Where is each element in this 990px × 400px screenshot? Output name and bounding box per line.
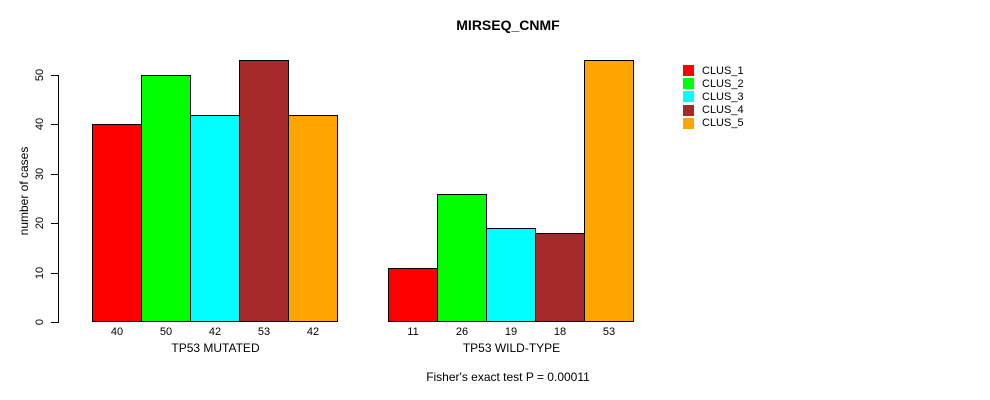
bar-value-label: 40 xyxy=(110,326,124,338)
legend: CLUS_1 CLUS_2 CLUS_3 CLUS_4 CLUS_5 xyxy=(683,64,744,130)
bar-clus_5-group2 xyxy=(584,60,634,322)
y-axis-tick xyxy=(51,322,58,323)
legend-label: CLUS_5 xyxy=(702,117,744,130)
bar-value-label: 19 xyxy=(504,326,518,338)
bar-value-label: 11 xyxy=(407,326,419,338)
legend-swatch-clus_3 xyxy=(683,91,694,103)
y-tick-label: 0 xyxy=(34,318,46,326)
bar-clus_2-group1 xyxy=(141,75,191,322)
bar-value-label: 42 xyxy=(208,326,222,338)
bar-value-label: 53 xyxy=(257,326,271,338)
y-tick-label: 10 xyxy=(34,266,46,279)
legend-swatch-clus_5 xyxy=(683,117,694,129)
fisher-test-annotation: Fisher's exact test P = 0.00011 xyxy=(426,370,590,384)
bar-clus_4-group2 xyxy=(535,233,585,322)
bar-clus_5-group1 xyxy=(288,115,338,322)
bar-clus_4-group1 xyxy=(239,60,289,322)
legend-item: CLUS_1 xyxy=(683,64,744,77)
legend-label: CLUS_4 xyxy=(702,104,744,117)
bar-clus_1-group2 xyxy=(388,268,438,322)
y-axis-tick xyxy=(51,75,58,76)
y-axis-tick xyxy=(51,124,58,126)
legend-label: CLUS_1 xyxy=(702,64,744,77)
legend-swatch-clus_1 xyxy=(683,65,694,77)
legend-label: CLUS_2 xyxy=(702,77,744,90)
legend-label: CLUS_3 xyxy=(702,90,744,103)
bar-value-label: 18 xyxy=(553,326,567,338)
y-axis-line xyxy=(58,75,59,323)
y-axis-tick xyxy=(51,173,58,175)
bar-value-label: 53 xyxy=(602,326,616,338)
legend-item: CLUS_5 xyxy=(683,117,744,130)
bar-clus_2-group2 xyxy=(437,194,487,322)
chart-title: MIRSEQ_CNMF xyxy=(456,17,560,33)
x-group-label-tp53-wild-type: TP53 WILD-TYPE xyxy=(462,341,561,355)
legend-swatch-clus_2 xyxy=(683,78,694,90)
y-tick-label: 30 xyxy=(34,167,46,180)
y-tick-label: 40 xyxy=(34,118,46,131)
bar-value-label: 50 xyxy=(159,326,173,338)
legend-item: CLUS_4 xyxy=(683,104,744,117)
bar-clus_3-group2 xyxy=(486,228,536,322)
y-axis-tick xyxy=(51,272,58,274)
bar-value-label: 42 xyxy=(306,326,320,338)
y-tick-label: 20 xyxy=(34,217,46,230)
x-group-label-tp53-mutated: TP53 MUTATED xyxy=(171,341,260,355)
legend-item: CLUS_3 xyxy=(683,90,744,103)
bar-clus_3-group1 xyxy=(190,115,240,322)
legend-swatch-clus_4 xyxy=(683,104,694,116)
bar-clus_1-group1 xyxy=(92,124,142,322)
bar-value-label: 26 xyxy=(455,326,469,338)
y-axis-tick xyxy=(51,223,58,225)
legend-item: CLUS_2 xyxy=(683,77,744,90)
y-tick-label: 50 xyxy=(34,68,46,82)
